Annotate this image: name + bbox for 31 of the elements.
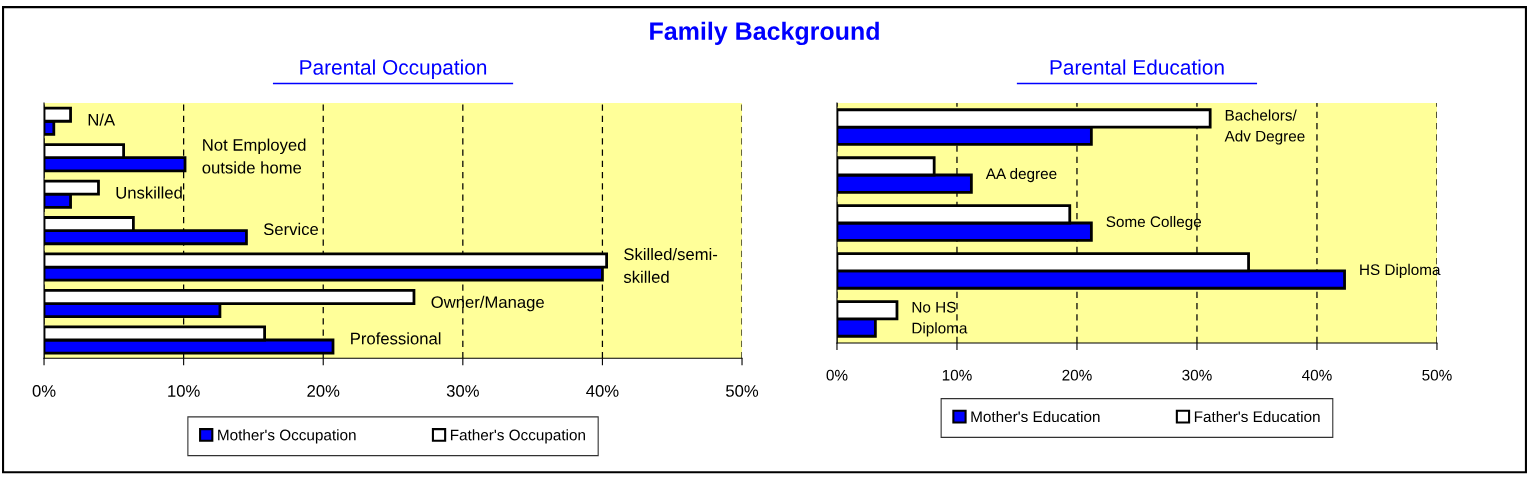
x-tick-label: 10% [168, 385, 200, 397]
x-tick-label: 0% [826, 369, 848, 381]
y-tick-label: Some College [1106, 215, 1202, 231]
y-tick-label: Unskilled [116, 186, 182, 199]
legend-label: Mother's Education [971, 410, 1100, 423]
x-tick-label: 40% [1302, 369, 1332, 381]
x-tick-label: 10% [942, 369, 972, 381]
y-tick-label: Service [263, 222, 319, 236]
y-tick-label: Bachelors/ Adv Degree [1224, 109, 1305, 145]
x-tick-label: 40% [586, 385, 619, 397]
legend-label: Mother's Occupation [218, 429, 356, 444]
y-tick-label: Professional [351, 332, 441, 345]
x-tick-label: 20% [307, 385, 340, 397]
y-tick-label: Skilled/semi- skilled [623, 247, 718, 283]
legend-label: Father's Education [1194, 410, 1320, 423]
y-tick-label: Not Employed outside home [202, 138, 306, 174]
legend-label: Father's Occupation [450, 429, 585, 444]
x-tick-label: 30% [446, 385, 479, 397]
y-tick-label: No HS Diploma [912, 301, 968, 337]
y-tick-label: Owner/Manage [431, 295, 544, 312]
chart-title: Family Background [650, 21, 879, 46]
x-tick-label: 30% [1182, 369, 1212, 381]
y-tick-label: AA degree [985, 167, 1057, 183]
x-tick-label: 50% [1422, 369, 1452, 381]
chart-subtitle: Parental Education [1050, 59, 1224, 75]
x-tick-label: 50% [726, 385, 759, 397]
y-tick-label: N/A [88, 113, 116, 126]
x-tick-label: 20% [1062, 369, 1092, 381]
y-tick-label: HS Diploma [1360, 263, 1441, 279]
chart-subtitle: Parental Occupation [300, 59, 487, 79]
x-tick-label: 0% [32, 385, 56, 397]
